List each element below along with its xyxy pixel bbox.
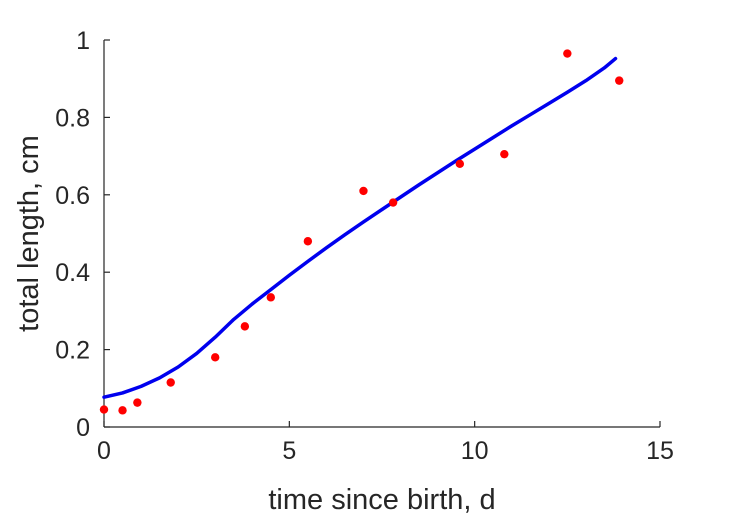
x-tick-label: 5 xyxy=(282,437,296,465)
x-axis-label: time since birth, d xyxy=(268,484,495,516)
data-point xyxy=(615,76,624,85)
x-tick-label: 15 xyxy=(646,437,674,465)
data-point xyxy=(166,378,175,387)
y-tick-label: 0.8 xyxy=(55,104,90,132)
y-tick-label: 0.6 xyxy=(55,182,90,210)
fit-line-layer xyxy=(102,56,618,399)
data-point xyxy=(303,237,313,246)
data-point xyxy=(500,149,509,159)
y-tick-label: 0 xyxy=(76,414,90,442)
y-tick-label: 0.2 xyxy=(55,337,90,365)
axes: 0 5 10 15 0 0.2 0.4 0.6 0.8 1 xyxy=(55,27,674,465)
data-point xyxy=(388,198,398,207)
y-tick-label: 0.4 xyxy=(55,259,90,287)
data-points-layer xyxy=(99,49,624,415)
data-point xyxy=(563,49,572,58)
data-point xyxy=(99,405,109,414)
data-point xyxy=(118,406,127,415)
x-tick-label: 10 xyxy=(461,437,489,465)
data-point xyxy=(266,293,275,302)
data-point xyxy=(133,398,142,407)
y-axis-label: total length, cm xyxy=(13,135,45,332)
data-point xyxy=(240,322,250,331)
data-point xyxy=(359,186,368,196)
y-tick-label: 1 xyxy=(76,27,90,55)
x-tick-label: 0 xyxy=(97,437,111,465)
fit-line xyxy=(102,56,618,399)
data-point xyxy=(211,353,220,362)
data-point xyxy=(455,159,465,169)
